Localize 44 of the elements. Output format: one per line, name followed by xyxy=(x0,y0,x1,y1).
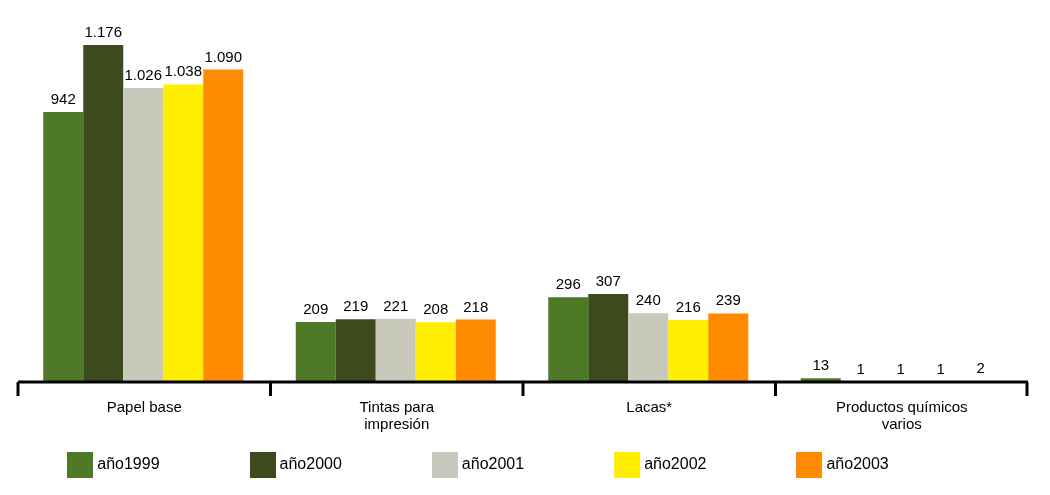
bar xyxy=(203,69,244,382)
x-tick-label: Lacas* xyxy=(626,398,673,415)
bar xyxy=(548,297,589,382)
bar xyxy=(455,319,496,382)
data-label: 239 xyxy=(715,291,741,309)
bar xyxy=(43,111,84,382)
data-label: 1.176 xyxy=(84,22,123,40)
legend-label: año2002 xyxy=(644,455,707,473)
bar xyxy=(83,44,124,382)
bar xyxy=(123,87,164,382)
bar xyxy=(668,320,709,382)
bar xyxy=(163,84,204,382)
data-label: 13 xyxy=(812,356,830,374)
data-label: 1.090 xyxy=(204,47,243,65)
data-label: 221 xyxy=(383,296,409,314)
bar xyxy=(628,313,669,382)
data-label: 216 xyxy=(675,298,701,316)
x-tick-label: Tintas para impresión xyxy=(359,398,435,432)
data-label: 2 xyxy=(976,359,985,377)
data-label: 209 xyxy=(303,300,329,318)
data-label: 1 xyxy=(936,359,945,377)
data-label: 1.026 xyxy=(124,65,163,83)
data-label: 942 xyxy=(50,89,76,107)
bar xyxy=(588,293,629,382)
data-label: 208 xyxy=(423,300,449,318)
bar xyxy=(415,322,456,382)
legend-label: año2001 xyxy=(461,455,525,473)
bar xyxy=(335,319,376,382)
legend-label: año2000 xyxy=(279,455,342,473)
data-label: 1 xyxy=(896,359,905,377)
legend-label: año1999 xyxy=(97,455,160,473)
data-label: 240 xyxy=(635,291,661,309)
data-label: 1.038 xyxy=(164,62,203,80)
bar xyxy=(295,322,336,382)
data-label: 307 xyxy=(595,271,621,289)
x-tick-label: Papel base xyxy=(106,398,182,415)
data-label: 1 xyxy=(856,359,865,377)
bar xyxy=(708,313,749,382)
x-tick-label: Productos químicos varios xyxy=(835,398,968,432)
data-label: 296 xyxy=(555,275,581,293)
data-label: 218 xyxy=(463,297,489,315)
data-label: 219 xyxy=(343,297,369,315)
legend-label: año2003 xyxy=(826,455,889,473)
bar xyxy=(375,318,416,382)
